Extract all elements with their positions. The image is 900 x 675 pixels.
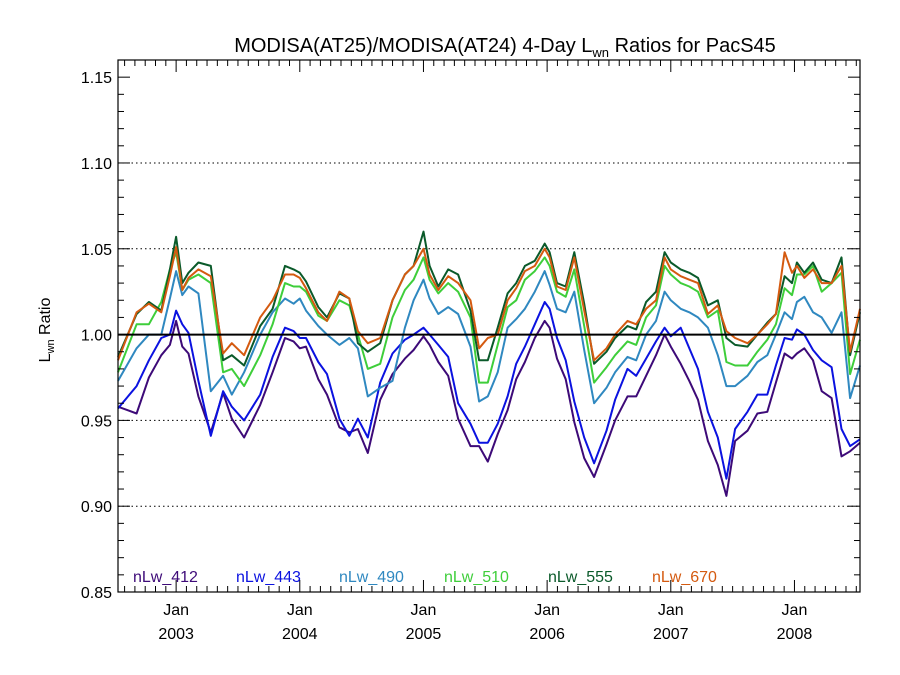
y-axis-label-main: L (37, 353, 54, 362)
x-tick-label-month: Jan (782, 602, 808, 619)
chart-title-main: MODISA(AT25)/MODISA(AT24) 4-Day L (234, 35, 592, 57)
y-tick-label: 0.90 (81, 499, 112, 516)
x-tick-label-year: 2005 (406, 626, 442, 643)
y-tick-label: 1.10 (81, 156, 112, 173)
legend-entry-nLw_412: nLw_412 (133, 569, 198, 586)
legend: nLw_412 nLw_443 nLw_490 nLw_510 nLw_555 nLw_6… (133, 569, 717, 586)
x-tick-label-year: 2007 (653, 626, 689, 643)
axes: 0.85 0.90 0.95 1.00 1.05 1.10 1.15 Jan 2003 Jan 20… (81, 59, 861, 643)
x-tick-label-year: 2008 (777, 626, 813, 643)
x-tick-label-month: Jan (163, 602, 189, 619)
y-axis-label: Lwn Ratio (37, 298, 57, 363)
x-tick-label-year: 2003 (158, 626, 194, 643)
series-lines (117, 230, 861, 497)
x-tick-label-month: Jan (658, 602, 684, 619)
chart-title-suffix: Ratios for PacS45 (609, 35, 776, 57)
series-line-nLw_555 (117, 230, 861, 367)
x-tick-label-month: Jan (287, 602, 313, 619)
chart-title-subscript: wn (591, 45, 609, 60)
legend-entry-nLw_555: nLw_555 (548, 569, 613, 586)
y-tick-label: 1.15 (81, 70, 112, 87)
y-axis-label-suffix: Ratio (37, 298, 54, 340)
series-line-nLw_443 (117, 301, 861, 480)
x-tick-label-year: 2004 (282, 626, 318, 643)
y-tick-label: 0.85 (81, 585, 112, 602)
x-tick-label-month: Jan (411, 602, 437, 619)
y-tick-label: 1.00 (81, 328, 112, 345)
series-line-nLw_412 (117, 319, 861, 497)
chart-title: MODISA(AT25)/MODISA(AT24) 4-Day Lwn Rati… (234, 35, 776, 60)
legend-entry-nLw_670: nLw_670 (652, 569, 717, 586)
legend-entry-nLw_510: nLw_510 (444, 569, 509, 586)
x-tick-label-month: Jan (534, 602, 560, 619)
series-line-nLw_490 (117, 270, 861, 405)
y-axis-label-subscript: wn (45, 339, 57, 354)
x-tick-label-year: 2006 (529, 626, 565, 643)
y-tick-label: 0.95 (81, 413, 112, 430)
plot-frame (117, 59, 861, 593)
y-tick-label: 1.05 (81, 242, 112, 259)
series-line-nLw_510 (117, 251, 861, 388)
series-line-nLw_670 (117, 246, 861, 362)
legend-entry-nLw_443: nLw_443 (236, 569, 301, 586)
legend-entry-nLw_490: nLw_490 (339, 569, 404, 586)
